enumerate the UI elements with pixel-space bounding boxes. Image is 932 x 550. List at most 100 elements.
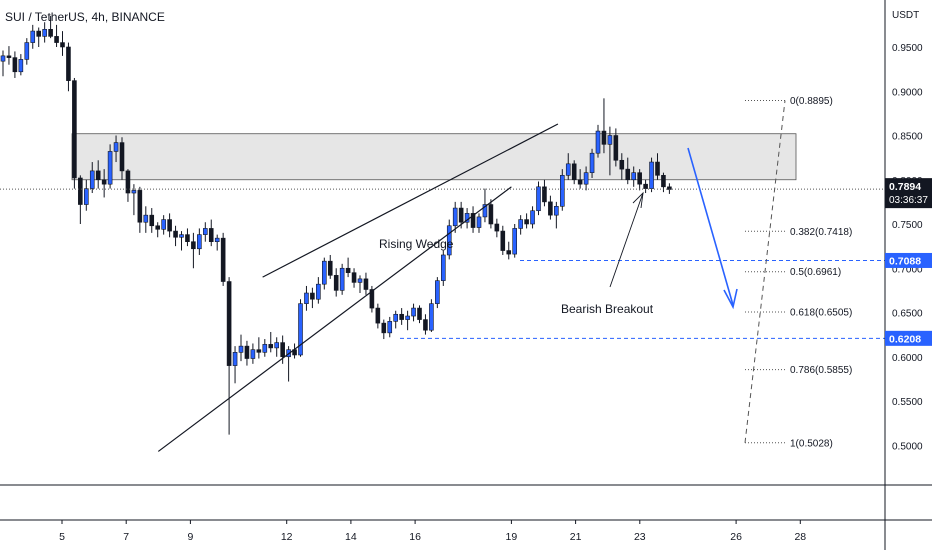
candle: [363, 272, 369, 295]
candle-countdown: 03:36:37: [889, 195, 928, 206]
fib-level-label: 0.786(0.5855): [790, 365, 852, 376]
candle: [131, 184, 137, 216]
candle-body: [268, 344, 274, 349]
candle: [262, 339, 268, 357]
candle: [226, 277, 232, 435]
candle-body: [167, 219, 172, 232]
candle-body: [36, 30, 42, 37]
candle: [601, 98, 607, 154]
candle-body: [363, 278, 369, 290]
candle: [84, 179, 89, 211]
candle: [54, 24, 59, 47]
candle: [423, 314, 428, 335]
candle-body: [280, 342, 285, 358]
candle: [429, 299, 434, 332]
candle-body: [256, 349, 262, 353]
candle: [185, 228, 190, 247]
fib-retracement[interactable]: 0(0.8895) 0.382(0.7418) 0.5(0.6961) 0.618(0…: [744, 96, 852, 449]
candle-body: [601, 130, 607, 145]
candle: [452, 201, 458, 233]
time-tick-label: 26: [730, 531, 742, 543]
candle-body: [262, 344, 268, 353]
candle: [119, 137, 125, 180]
candle-body: [554, 206, 559, 216]
candle-body: [429, 303, 434, 331]
candle: [191, 232, 196, 269]
candle: [417, 305, 422, 324]
candle-body: [203, 228, 208, 235]
candle-body: [42, 28, 47, 37]
candle: [607, 126, 613, 176]
candle-body: [208, 228, 214, 243]
candle: [78, 175, 83, 224]
candle-body: [411, 307, 416, 317]
candle-body: [316, 283, 321, 300]
wedge-upper-trendline[interactable]: [262, 123, 559, 278]
breakout-label: Bearish Breakout: [561, 302, 654, 316]
candle: [554, 201, 559, 229]
candle: [30, 24, 36, 49]
candle: [548, 195, 553, 220]
candle: [440, 250, 446, 286]
candle: [345, 257, 351, 278]
candle: [482, 188, 488, 223]
candle-body: [607, 135, 613, 145]
candle: [494, 218, 500, 238]
candle: [12, 51, 18, 78]
candle: [0, 50, 6, 77]
candle-body: [351, 272, 357, 283]
candle: [143, 206, 149, 233]
price-tick-label: 0.5500: [892, 397, 923, 408]
candle: [113, 135, 119, 163]
wedge-lower-trendline[interactable]: [157, 186, 512, 452]
candle-body: [149, 214, 155, 227]
candle: [381, 319, 387, 340]
candle-body: [387, 321, 393, 334]
candle-body: [631, 172, 637, 181]
candle: [60, 31, 65, 56]
level-tag-1: [885, 252, 932, 268]
breakout-pointer-arrow: [609, 191, 644, 288]
time-tick-label: 5: [59, 531, 65, 543]
candle-body: [310, 292, 315, 300]
candle: [643, 179, 648, 194]
candle-body: [179, 234, 184, 238]
candle: [280, 335, 285, 364]
candle: [411, 303, 416, 322]
candle: [559, 169, 565, 211]
candle: [488, 199, 494, 229]
candle: [375, 303, 381, 329]
candle-body: [559, 175, 565, 207]
fib-diagonal: [744, 100, 786, 443]
candle: [536, 181, 541, 216]
candle: [161, 215, 166, 235]
candle-body: [191, 241, 196, 250]
time-tick-label: 12: [281, 531, 293, 543]
bearish-target-arrow[interactable]: [687, 147, 738, 310]
candle-body: [155, 225, 160, 230]
candle: [66, 42, 71, 92]
candle: [518, 215, 523, 235]
candle-body: [446, 225, 452, 256]
candle-body: [18, 59, 24, 73]
price-axis-bg[interactable]: [885, 0, 932, 550]
candle: [256, 337, 262, 359]
candle-body: [565, 163, 571, 176]
candle: [321, 257, 327, 290]
time-ticks[interactable]: 5 7 9 12 14 16 19 21 23 26 28: [59, 520, 806, 543]
candle-body: [423, 319, 428, 331]
candle: [310, 287, 315, 309]
candle-body: [375, 307, 381, 324]
candle-body: [435, 280, 440, 304]
candle: [500, 225, 506, 255]
candle: [274, 337, 280, 357]
candle: [167, 213, 172, 238]
candle-body: [369, 289, 375, 309]
candle: [95, 160, 101, 189]
candle-body: [512, 228, 518, 255]
candle-body: [655, 161, 660, 176]
candle: [179, 231, 184, 251]
time-tick-label: 7: [123, 531, 129, 543]
time-tick-label: 23: [634, 531, 646, 543]
